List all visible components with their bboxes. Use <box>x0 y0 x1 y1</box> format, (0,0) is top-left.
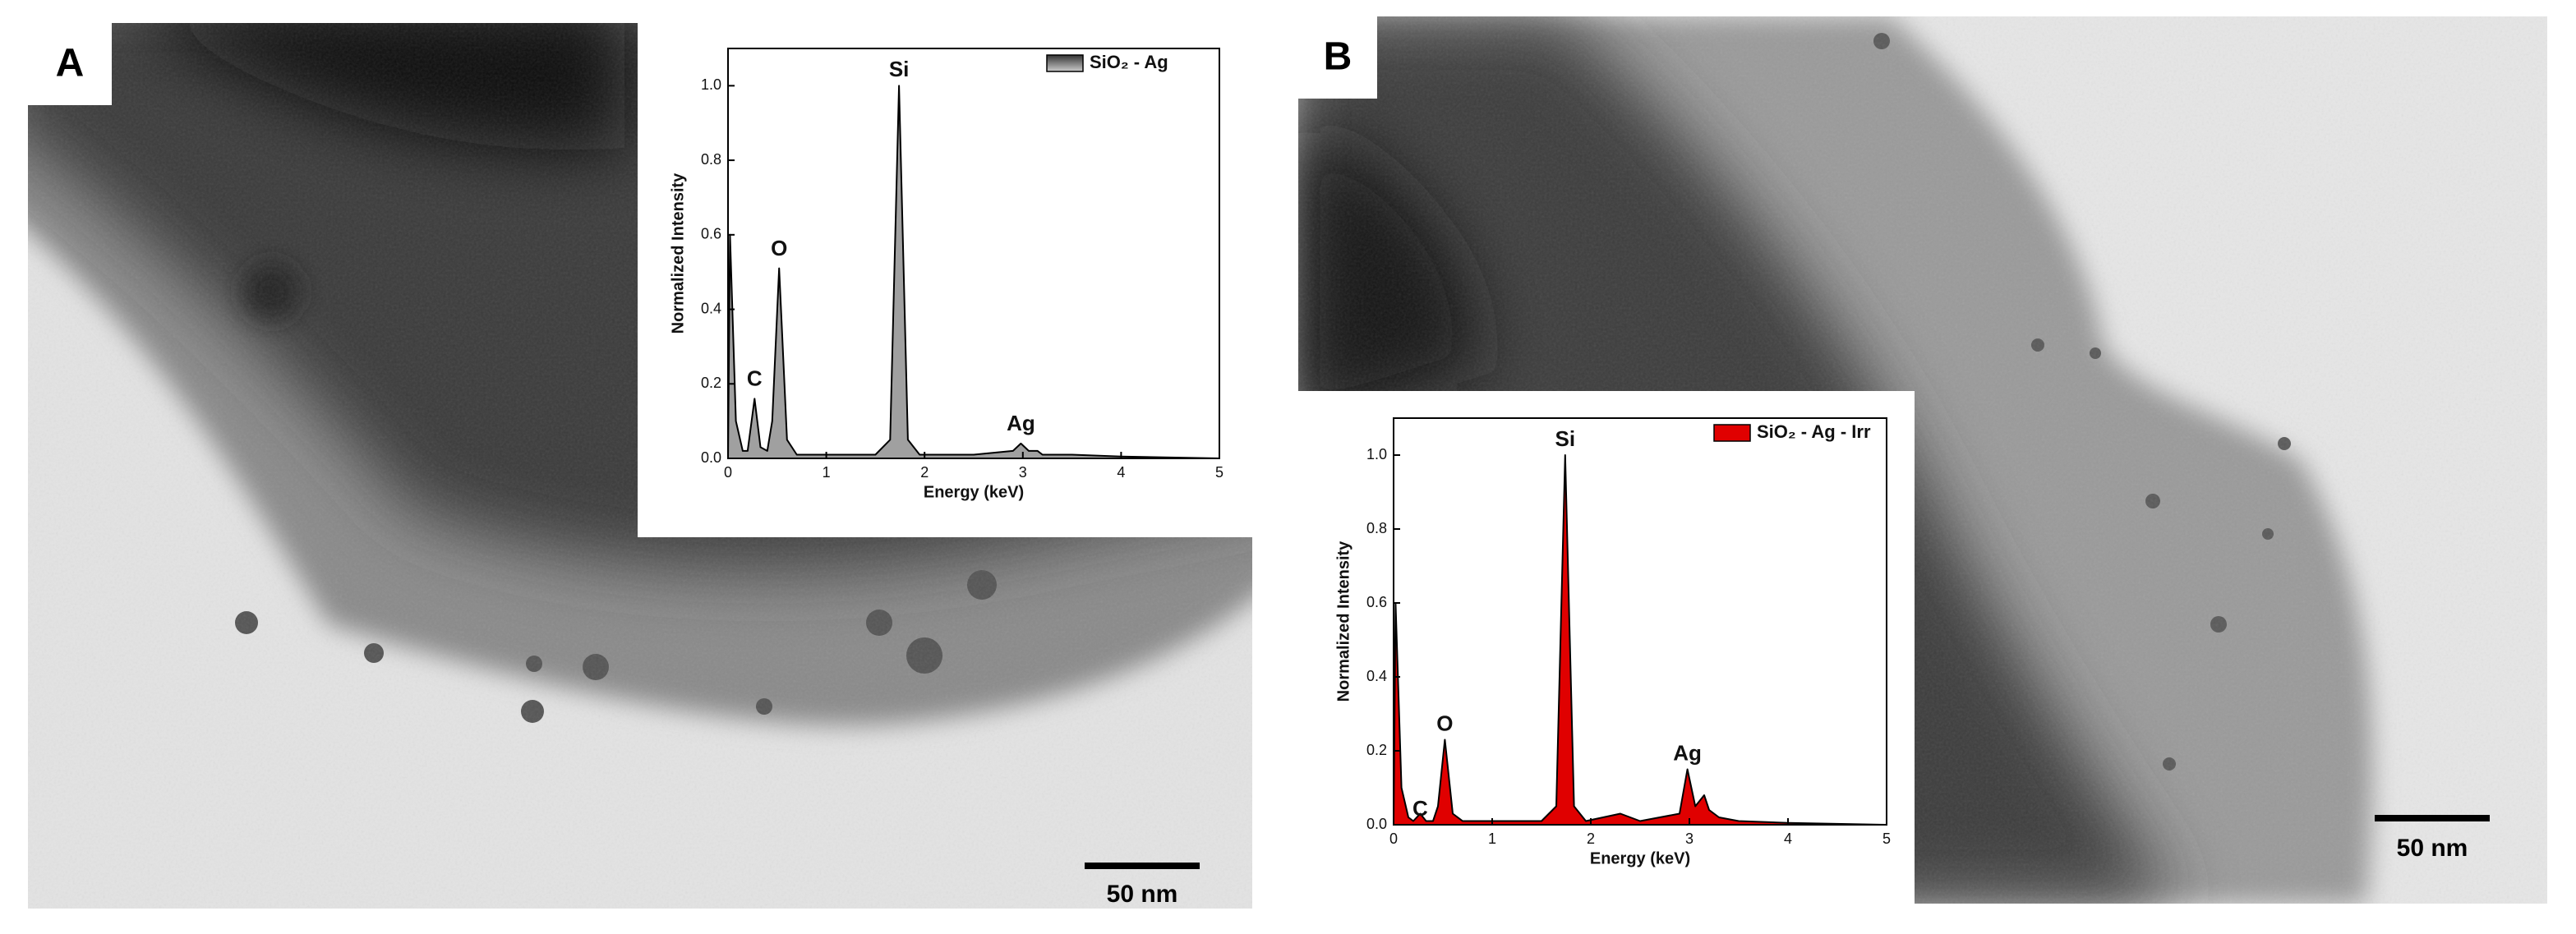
x-tick-label: 5 <box>1215 464 1223 481</box>
y-tick-label: 1.0 <box>701 76 721 93</box>
x-tick-label: 1 <box>1488 830 1496 847</box>
y-tick-label: 0.6 <box>701 226 721 242</box>
peak-label: O <box>1436 711 1453 735</box>
y-axis-label: Normalized Intensity <box>669 173 687 334</box>
x-tick-label: 0 <box>1389 830 1398 847</box>
peak-label: Ag <box>1007 411 1035 435</box>
y-tick-label: 0.8 <box>1366 520 1387 536</box>
panel-label-box <box>1298 16 1377 99</box>
inset-background <box>1298 391 1915 904</box>
x-tick-label: 1 <box>823 464 831 481</box>
y-tick-label: 1.0 <box>1366 446 1387 462</box>
legend-label: SiO₂ - Ag <box>1090 52 1168 72</box>
legend-swatch <box>1046 54 1084 72</box>
scale-bar-label: 50 nm <box>2397 835 2468 862</box>
x-axis-label: Energy (keV) <box>1590 849 1690 867</box>
panel-label: A <box>56 42 85 85</box>
y-tick-label: 0.6 <box>1366 594 1387 610</box>
panel-label-box <box>28 23 112 105</box>
x-tick-label: 3 <box>1019 464 1027 481</box>
y-tick-label: 0.4 <box>1366 668 1387 684</box>
x-tick-label: 3 <box>1685 830 1694 847</box>
spectrum <box>1393 454 1887 826</box>
x-tick-label: 5 <box>1882 830 1891 847</box>
x-tick-label: 4 <box>1784 830 1792 847</box>
y-tick-label: 0.8 <box>701 151 721 168</box>
legend-swatch <box>1713 424 1751 442</box>
x-tick-label: 2 <box>920 464 929 481</box>
y-tick-label: 0.2 <box>701 375 721 391</box>
x-tick-label: 0 <box>724 464 732 481</box>
y-axis-label: Normalized Intensity <box>1334 541 1353 702</box>
peak-label: C <box>747 366 763 391</box>
plot-frame <box>727 48 1220 459</box>
peak-label: C <box>1412 796 1428 821</box>
y-tick-label: 0.2 <box>1366 742 1387 758</box>
peak-label: Si <box>889 57 910 81</box>
y-tick-label: 0.0 <box>701 449 721 466</box>
spectrum <box>727 85 1220 459</box>
panel-label: B <box>1324 35 1353 79</box>
legend-label: SiO₂ - Ag - Irr <box>1757 421 1871 442</box>
peak-label: Ag <box>1673 740 1702 765</box>
peak-label: O <box>771 236 787 260</box>
y-tick-label: 0.4 <box>701 300 721 316</box>
x-tick-label: 2 <box>1587 830 1595 847</box>
peak-label: Si <box>1555 426 1576 451</box>
y-tick-label: 0.0 <box>1366 816 1387 832</box>
x-axis-label: Energy (keV) <box>924 483 1024 501</box>
scale-bar-label: 50 nm <box>1107 881 1178 908</box>
x-tick-label: 4 <box>1117 464 1125 481</box>
plot-frame <box>1393 417 1887 826</box>
